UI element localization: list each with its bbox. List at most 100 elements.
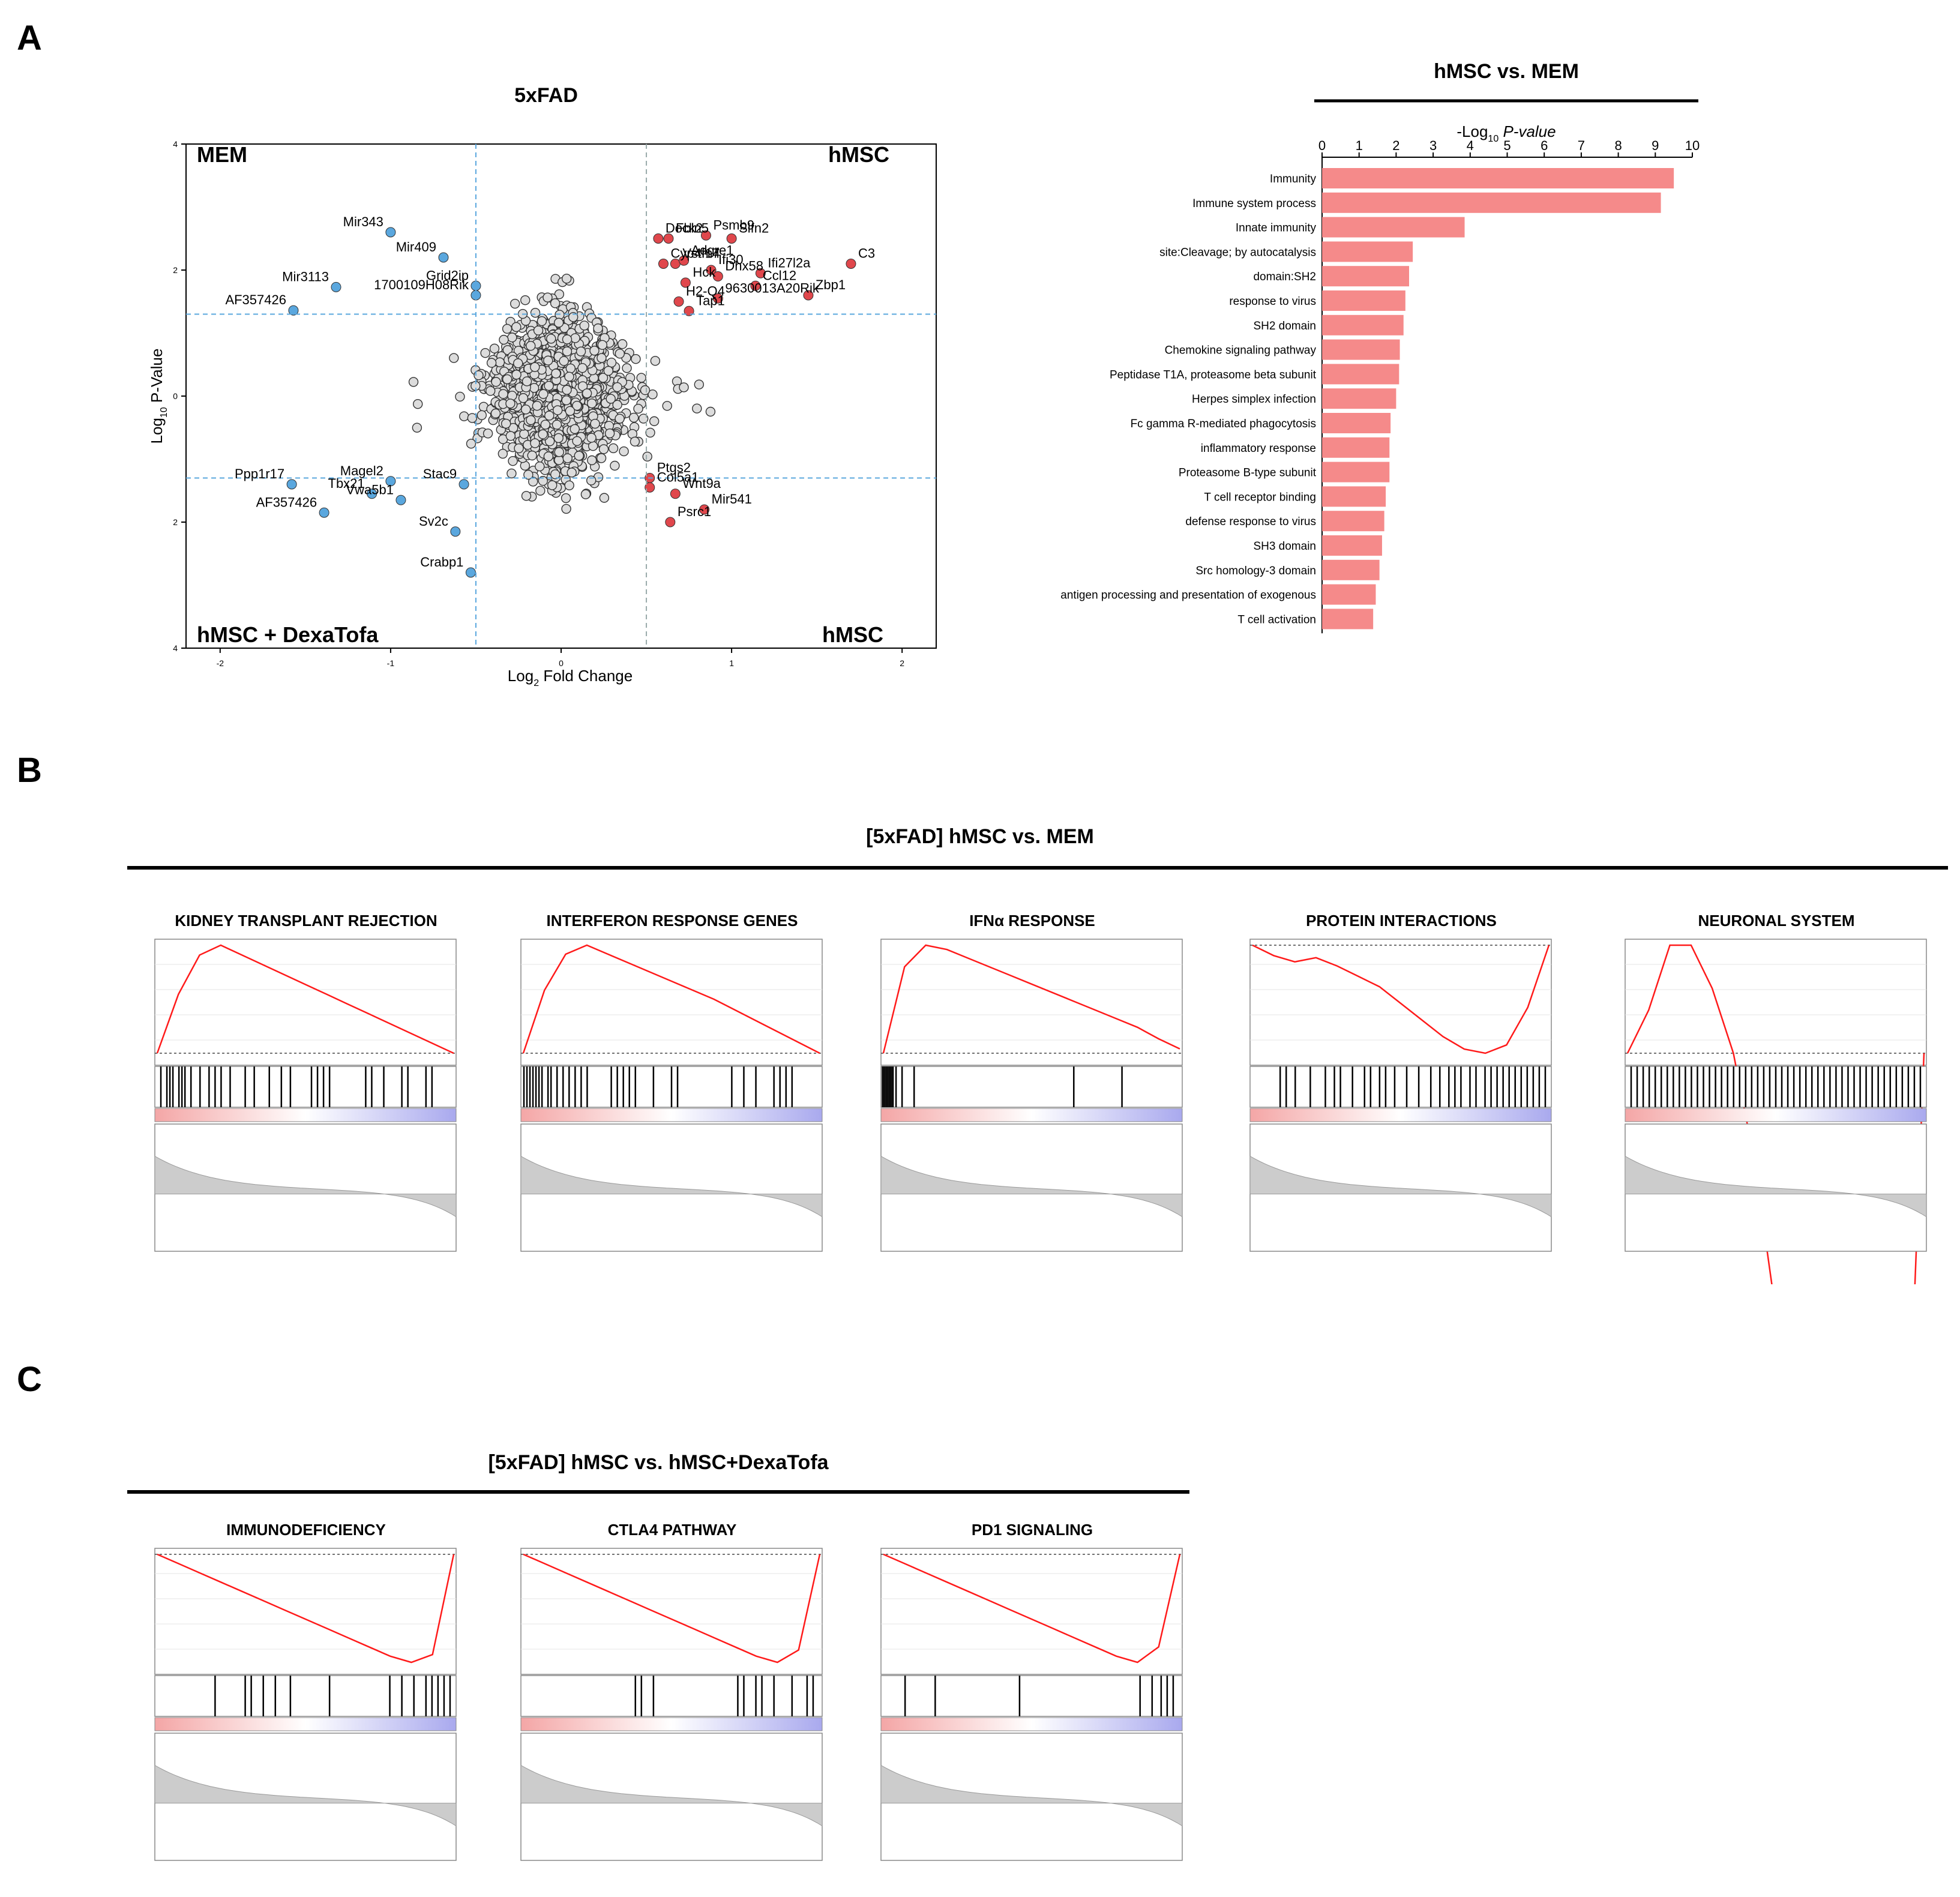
bar-label-site-cleavage-by-autocatalysis: site:Cleavage; by autocatalysis — [1159, 246, 1316, 259]
rank-gradient-bar — [880, 1108, 1183, 1122]
bar-x-tick-label: 6 — [1541, 138, 1548, 153]
ranked-metric-area — [154, 1764, 457, 1827]
volcano-point — [586, 433, 597, 443]
rank-gradient-bar — [520, 1717, 823, 1731]
volcano-point — [547, 480, 558, 490]
volcano-title: 5xFAD — [514, 84, 578, 107]
volcano-point — [615, 349, 625, 359]
gene-point-dock2 — [653, 233, 664, 244]
bar-chart-axis-title: -Log10 P-value — [1456, 122, 1556, 144]
bar-x-tick-label: 7 — [1578, 138, 1585, 153]
volcano-point — [513, 358, 523, 368]
volcano-point — [543, 451, 554, 461]
gene-label-ppp1r17: Ppp1r17 — [235, 466, 284, 481]
bar-x-tick-label: 9 — [1652, 138, 1659, 153]
es-curve — [157, 1553, 455, 1664]
bar-inflammatory-response — [1322, 437, 1390, 458]
volcano-point — [449, 353, 459, 363]
volcano-point — [538, 389, 549, 399]
volcano-point — [638, 413, 649, 424]
volcano-point — [486, 358, 497, 368]
volcano-point — [507, 468, 517, 479]
section-c-rule — [127, 1490, 1189, 1494]
volcano-point — [502, 374, 513, 385]
bar-label-domain-sh2: domain:SH2 — [1253, 271, 1316, 283]
bar-label-defense-response-to-virus: defense response to virus — [1185, 516, 1316, 528]
gene-point-9630013a20rik — [712, 293, 723, 304]
gene-point-psrc1 — [665, 517, 676, 528]
es-frame — [880, 939, 1183, 1066]
gene-label-mir3113: Mir3113 — [282, 269, 329, 284]
gene-point-mir409 — [438, 252, 449, 263]
volcano-point — [577, 362, 588, 373]
gene-label-mir541: Mir541 — [712, 492, 752, 507]
gene-label-zbp1: Zbp1 — [816, 277, 846, 292]
gene-point-ifi30 — [706, 265, 717, 275]
volcano-point — [561, 395, 571, 406]
volcano-point — [606, 358, 617, 368]
bar-peptidase-t1a-proteasome-beta-subunit — [1322, 364, 1399, 385]
gene-label-magel2: Magel2 — [340, 463, 383, 478]
volcano-point — [604, 428, 615, 439]
gene-point-c3 — [846, 259, 856, 269]
bar-label-sh2-domain: SH2 domain — [1253, 320, 1316, 332]
y-tick-label: 2 — [173, 265, 178, 275]
volcano-point — [553, 405, 563, 415]
volcano-point — [579, 320, 589, 331]
volcano-point — [498, 389, 508, 399]
panel-label-a: A — [17, 19, 42, 58]
gene-point-magel2 — [385, 476, 396, 487]
volcano-point — [589, 346, 600, 356]
gsea-interferon-response-genes: INTERFERON RESPONSE GENES — [520, 912, 823, 1252]
volcano-point — [550, 298, 561, 308]
gsea-title: PD1 SIGNALING — [972, 1521, 1093, 1539]
gsea-title: IMMUNODEFICIENCY — [226, 1521, 386, 1539]
volcano-point — [562, 334, 573, 344]
volcano-point — [586, 475, 597, 486]
volcano-point — [610, 460, 620, 471]
gene-point-ccl12 — [750, 280, 761, 291]
volcano-point — [608, 443, 619, 454]
volcano-point — [511, 322, 522, 332]
volcano-point — [535, 461, 545, 472]
bar-label-herpes-simplex-infection: Herpes simplex infection — [1192, 393, 1316, 406]
section-b-title: [5xFAD] hMSC vs. MEM — [866, 825, 1094, 848]
gene-point-fbln5 — [663, 233, 674, 244]
bar-label-chemokine-signaling-pathway: Chemokine signaling pathway — [1165, 344, 1317, 357]
volcano-thresholds — [186, 144, 936, 648]
volcano-point — [526, 415, 536, 425]
volcano-point — [535, 486, 546, 496]
gene-label-grid2ip: Grid2ip — [426, 268, 469, 283]
es-curve — [882, 944, 1180, 1054]
enrichment-bar-chart: hMSC vs. MEM -Log10 P-value 0 1 2 3 4 5 6 7 8 9 10… — [1060, 60, 1700, 634]
gene-label-sv2c: Sv2c — [419, 514, 448, 529]
volcano-point — [466, 439, 476, 449]
volcano-point — [544, 380, 554, 391]
volcano-point — [561, 493, 571, 504]
rank-gradient-bar — [154, 1108, 457, 1122]
volcano-point — [568, 312, 579, 322]
volcano-point — [612, 400, 622, 410]
volcano-xlabel: Log2 Fold Change — [508, 667, 633, 688]
volcano-point — [562, 385, 572, 395]
gene-point-mir343 — [385, 227, 396, 238]
volcano-point — [540, 419, 550, 430]
bar-x-tick-label: 2 — [1392, 138, 1399, 153]
x-tick-label: 2 — [900, 658, 904, 668]
quadrant-label-mem: MEM — [197, 142, 247, 167]
es-curve — [156, 944, 454, 1054]
bar-label-response-to-virus: response to virus — [1229, 295, 1316, 308]
bar-sh3-domain — [1322, 535, 1382, 556]
y-tick-label: 4 — [173, 139, 178, 149]
volcano-point — [413, 398, 423, 409]
volcano-point — [533, 325, 544, 335]
volcano-point — [633, 403, 643, 414]
rank-gradient-bar — [154, 1717, 457, 1731]
volcano-point — [636, 373, 646, 383]
volcano-point — [543, 355, 553, 365]
gene-label-dock2: Dock2 — [666, 221, 703, 236]
gene-label-adgre1: Adgre1 — [691, 242, 734, 257]
volcano-point — [606, 394, 616, 404]
bar-label-immunity: Immunity — [1270, 173, 1317, 185]
